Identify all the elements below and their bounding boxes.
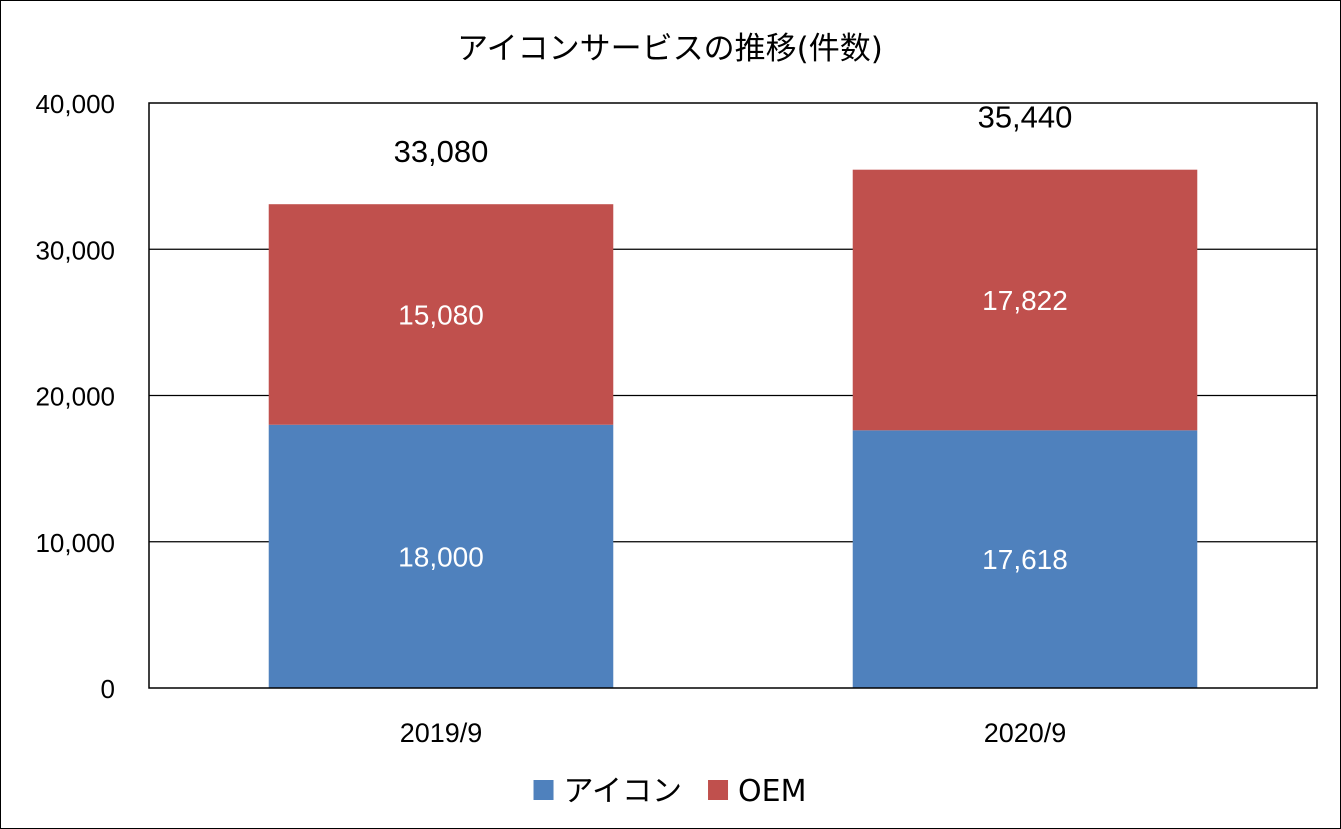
segment-value-label: 17,618	[982, 544, 1068, 575]
legend-item: OEM	[708, 774, 806, 809]
plot-area-border	[148, 102, 1318, 689]
bars	[268, 169, 1198, 688]
bar-segment	[268, 204, 614, 425]
legend-swatch	[708, 780, 729, 800]
segment-value-label: 18,000	[398, 541, 484, 572]
legend-label: アイコン	[564, 774, 683, 809]
total-value-label: 35,440	[978, 100, 1073, 135]
total-value-label: 33,080	[394, 134, 489, 169]
legend-item: アイコン	[533, 774, 683, 809]
y-tick-label: 0	[101, 674, 115, 704]
bar-segment	[852, 169, 1198, 431]
x-axis-ticks: 2019/9 2020/9	[400, 718, 1067, 748]
bar-segment	[268, 424, 614, 688]
legend-label: OEM	[738, 774, 806, 809]
x-tick-label: 2020/9	[984, 718, 1067, 748]
bar-segment	[852, 430, 1198, 688]
x-tick-label: 2019/9	[400, 718, 483, 748]
legend-swatch	[533, 780, 554, 800]
segment-value-label: 17,822	[982, 285, 1068, 316]
legend: アイコン OEM	[533, 774, 806, 809]
y-tick-label: 40,000	[35, 89, 115, 119]
y-axis-ticks: 0 10,000 20,000 30,000 40,000	[35, 89, 115, 704]
y-tick-label: 20,000	[35, 382, 115, 412]
data-labels: 18,000 15,080 33,080 17,618 17,822 35,440	[394, 100, 1073, 575]
y-tick-label: 30,000	[35, 235, 115, 265]
y-tick-label: 10,000	[35, 528, 115, 558]
chart-title: アイコンサービスの推移(件数)	[457, 31, 883, 67]
segment-value-label: 15,080	[398, 299, 484, 330]
